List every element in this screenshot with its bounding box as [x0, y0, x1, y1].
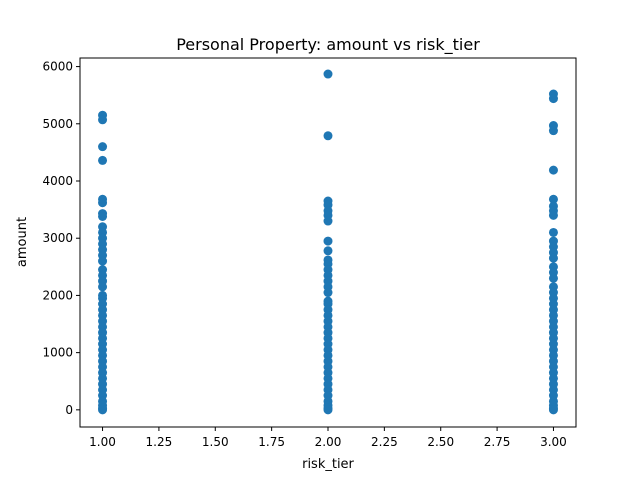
- data-point: [98, 142, 108, 152]
- y-tick-label: 4000: [42, 174, 73, 188]
- x-tick-label: 1.00: [89, 435, 116, 449]
- data-point: [548, 253, 558, 263]
- data-point: [548, 194, 558, 204]
- x-tick-label: 1.50: [202, 435, 229, 449]
- y-axis-ticks: 0 1000 2000 3000 4000 5000 6000: [42, 60, 80, 417]
- data-point: [548, 165, 558, 175]
- data-point: [98, 211, 108, 221]
- y-tick-label: 5000: [42, 117, 73, 131]
- x-tick-label: 2.50: [427, 435, 454, 449]
- chart-title: Personal Property: amount vs risk_tier: [176, 35, 480, 55]
- y-tick-label: 2000: [42, 288, 73, 302]
- data-point: [323, 131, 333, 141]
- x-tick-label: 3.00: [540, 435, 567, 449]
- x-tick-label: 2.75: [484, 435, 511, 449]
- data-point: [323, 288, 333, 298]
- y-tick-label: 1000: [42, 346, 73, 360]
- x-axis-label: risk_tier: [302, 457, 354, 472]
- data-point: [98, 155, 108, 165]
- data-point: [548, 126, 558, 136]
- y-tick-label: 6000: [42, 60, 73, 74]
- data-point: [323, 405, 333, 415]
- data-point: [548, 405, 558, 415]
- data-point: [323, 236, 333, 246]
- data-point: [98, 282, 108, 292]
- x-axis-ticks: 1.00 1.25 1.50 1.75 2.00 2.25 2.50 2.75 3.00: [89, 427, 567, 449]
- y-axis-label: amount: [15, 217, 30, 267]
- data-point: [323, 69, 333, 79]
- x-tick-label: 2.00: [315, 435, 342, 449]
- data-point: [323, 216, 333, 226]
- data-point: [548, 210, 558, 220]
- data-point: [548, 94, 558, 104]
- data-point: [98, 405, 108, 415]
- y-tick-label: 3000: [42, 231, 73, 245]
- y-tick-label: 0: [65, 403, 73, 417]
- data-points: [98, 69, 558, 415]
- x-tick-label: 1.25: [146, 435, 173, 449]
- x-tick-label: 1.75: [258, 435, 285, 449]
- data-point: [98, 115, 108, 125]
- data-point: [548, 273, 558, 283]
- data-point: [98, 256, 108, 266]
- x-tick-label: 2.25: [371, 435, 398, 449]
- data-point: [323, 246, 333, 256]
- data-point: [98, 198, 108, 208]
- data-point: [548, 227, 558, 237]
